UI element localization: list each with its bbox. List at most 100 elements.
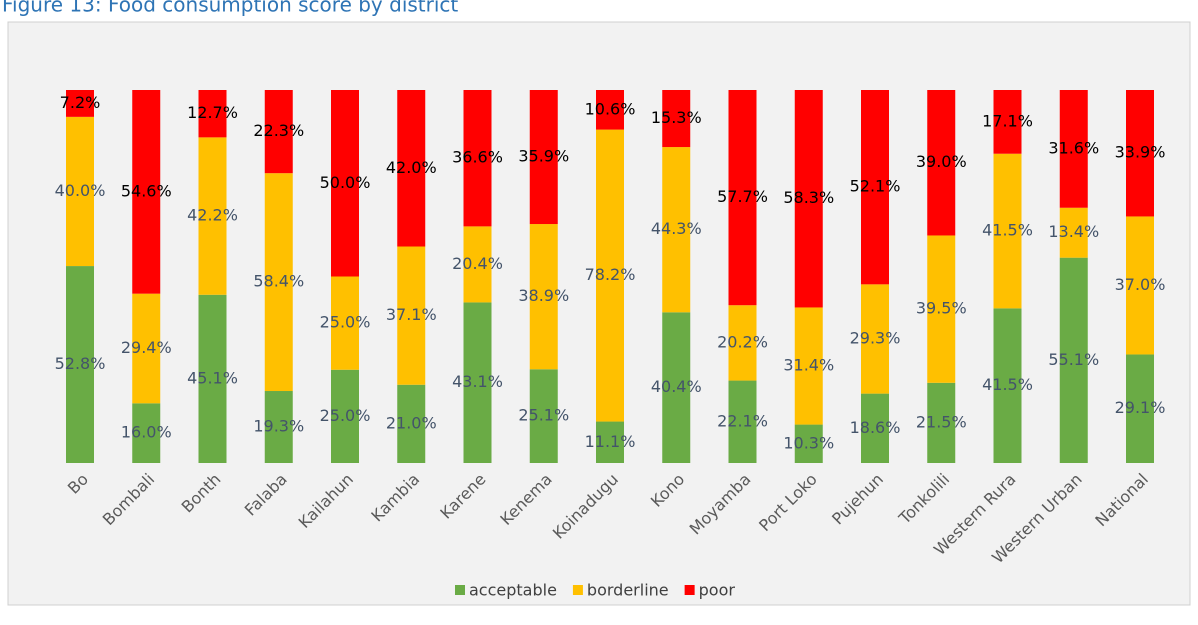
bar-segment [264, 90, 293, 174]
data-label: 41.5% [982, 221, 1033, 240]
data-label: 57.7% [717, 187, 768, 206]
data-label: 39.0% [916, 152, 967, 171]
legend-label: poor [699, 581, 736, 600]
data-label: 10.3% [783, 433, 834, 452]
legend-swatch [572, 585, 583, 595]
bar-segment [1059, 207, 1088, 258]
bar-segment [463, 90, 492, 227]
bar-segment [132, 293, 161, 404]
data-label: 29.1% [1115, 398, 1166, 417]
bar-segment [993, 90, 1022, 154]
bar-segment [198, 137, 227, 295]
bar-segment [1059, 90, 1088, 208]
bar-segment [463, 302, 492, 463]
bar-segment [1059, 257, 1088, 463]
data-label: 37.0% [1115, 275, 1166, 294]
data-label: 25.1% [518, 406, 569, 425]
data-label: 21.0% [386, 413, 437, 432]
data-label: 41.5% [982, 375, 1033, 394]
data-label: 44.3% [651, 219, 702, 238]
bar-segment [662, 312, 691, 463]
bar-segment [794, 90, 823, 308]
legend-label: acceptable [469, 581, 557, 600]
bar-segment [66, 90, 94, 117]
data-label: 31.4% [783, 356, 834, 375]
bar-segment [529, 224, 558, 370]
bar-segment [861, 90, 889, 285]
data-label: 52.8% [55, 354, 106, 373]
data-label: 50.0% [320, 173, 371, 192]
bar-segment [662, 147, 691, 313]
data-label: 42.0% [386, 158, 437, 177]
data-label: 15.3% [651, 108, 702, 127]
data-label: 37.1% [386, 305, 437, 324]
data-label: 40.0% [55, 181, 106, 200]
bar-segment [1126, 354, 1154, 463]
chart-title: Figure 13: Food consumption score by dis… [2, 0, 458, 17]
legend-label: borderline [587, 581, 669, 600]
bar-segment [331, 276, 359, 370]
data-label: 55.1% [1048, 350, 1099, 369]
bar-segment [264, 173, 293, 392]
bar-segment [927, 90, 956, 236]
bar-segment [132, 90, 161, 294]
data-label: 39.5% [916, 299, 967, 318]
data-label: 40.4% [651, 377, 702, 396]
data-label: 17.1% [982, 111, 1033, 130]
bar-segment [728, 305, 757, 381]
bar-segment [596, 421, 624, 463]
bar-segment [993, 308, 1022, 463]
bar-segment [596, 129, 624, 422]
data-label: 36.6% [452, 148, 503, 167]
bar-segment [198, 294, 227, 463]
data-label: 54.6% [121, 181, 172, 200]
bar-segment [66, 116, 94, 267]
bar-segment [927, 382, 956, 463]
legend-swatch [455, 585, 465, 595]
bar-segment [794, 424, 823, 463]
bar-segment [397, 384, 426, 463]
data-label: 16.0% [121, 423, 172, 442]
data-label: 31.6% [1048, 138, 1099, 157]
data-label: 20.2% [717, 332, 768, 351]
data-label: 25.0% [320, 406, 371, 425]
data-label: 21.5% [916, 412, 967, 431]
data-label: 25.0% [320, 313, 371, 332]
bar-segment [529, 369, 558, 463]
data-label: 20.4% [452, 254, 503, 273]
bar-segment [529, 90, 558, 225]
bar-segment [1126, 90, 1154, 217]
data-label: 29.3% [850, 328, 901, 347]
data-label: 19.3% [253, 417, 304, 436]
data-label: 22.3% [253, 121, 304, 140]
data-label: 7.2% [60, 93, 101, 112]
bar-segment [662, 90, 691, 148]
data-label: 52.1% [850, 177, 901, 196]
bar-segment [596, 90, 624, 130]
bar-segment [132, 403, 161, 463]
data-label: 43.1% [452, 372, 503, 391]
bar-segment [927, 235, 956, 383]
bar-segment [397, 90, 426, 247]
data-label: 78.2% [585, 265, 636, 284]
bar-segment [861, 393, 889, 463]
bar-segment [198, 90, 227, 138]
data-label: 38.9% [518, 286, 569, 305]
data-label: 13.4% [1048, 222, 1099, 241]
data-label: 12.7% [187, 103, 238, 122]
data-label: 11.1% [585, 432, 636, 451]
legend-swatch [684, 585, 695, 595]
data-label: 58.3% [783, 188, 834, 207]
bar-segment [861, 284, 889, 394]
bar-segment [1126, 216, 1154, 355]
bar-segment [993, 153, 1022, 309]
data-label: 10.6% [585, 99, 636, 118]
bar-segment [331, 90, 359, 277]
data-label: 42.2% [187, 206, 238, 225]
data-label: 58.4% [253, 272, 304, 291]
bar-segment [264, 391, 293, 463]
bar-segment [397, 246, 426, 385]
bar-segment [728, 380, 757, 463]
